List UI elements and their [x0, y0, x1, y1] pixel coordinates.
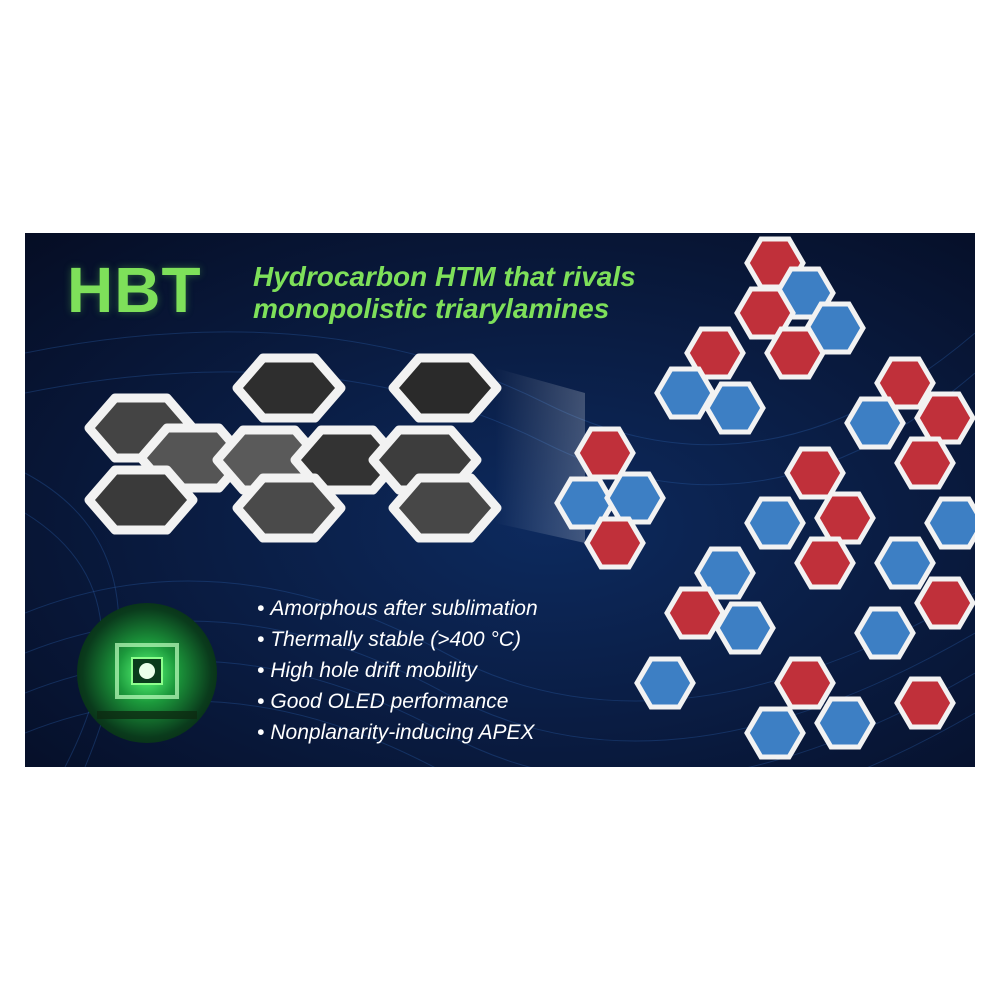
headline-line-2: monopolistic triarylamines	[253, 293, 610, 324]
list-item: • High hole drift mobility	[257, 659, 477, 682]
compound-abbreviation: HBT	[67, 254, 202, 326]
molecular-packing-icon	[545, 233, 975, 767]
molecule-structure-icon	[84, 353, 502, 543]
bullet-icon: •	[257, 628, 265, 651]
list-item: • Good OLED performance	[257, 690, 509, 713]
list-item: • Nonplanarity-inducing APEX	[257, 721, 535, 744]
list-item: • Thermally stable (>400 °C)	[257, 628, 521, 651]
oled-device-photo	[77, 603, 217, 743]
graphical-abstract-banner: HBT Hydrocarbon HTM that rivals monopoli…	[25, 233, 975, 767]
oled-device-icon	[97, 643, 197, 719]
bullet-icon: •	[257, 721, 265, 744]
bullet-icon: •	[257, 690, 265, 713]
bullet-icon: •	[257, 659, 265, 682]
bullet-icon: •	[257, 597, 265, 620]
feature-list: • Amorphous after sublimation • Thermally …	[257, 593, 538, 748]
headline-line-1: Hydrocarbon HTM that rivals	[253, 261, 636, 292]
list-item: • Amorphous after sublimation	[257, 597, 538, 620]
headline: Hydrocarbon HTM that rivals monopolistic…	[253, 261, 636, 325]
